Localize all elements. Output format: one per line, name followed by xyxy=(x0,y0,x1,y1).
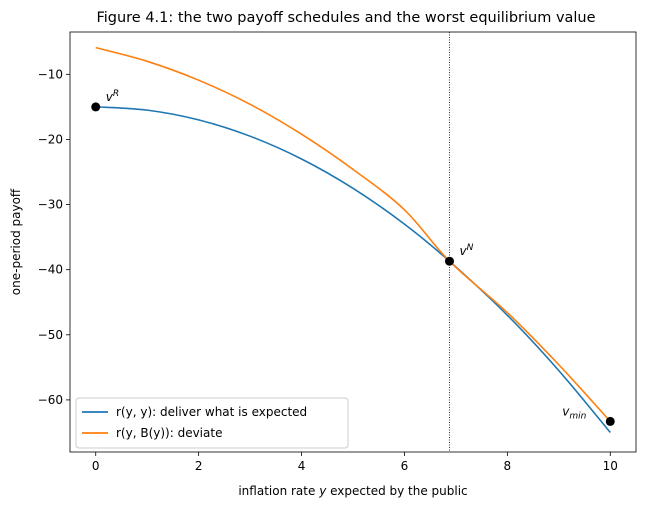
legend: r(y, y): deliver what is expected r(y, B(… xyxy=(75,397,349,449)
point-label: vR xyxy=(106,89,119,104)
plot-area: vR vN vmin xyxy=(91,32,615,452)
y-tick-label: −10 xyxy=(38,67,63,81)
x-tick-label: 6 xyxy=(401,459,409,473)
equilibrium-point xyxy=(605,416,615,426)
equilibrium-point xyxy=(444,256,454,266)
x-tick-label: 10 xyxy=(603,459,618,473)
x-tick-label: 0 xyxy=(92,459,100,473)
point-label: vN xyxy=(459,243,473,258)
y-axis-label: one-period payoff xyxy=(9,188,23,295)
legend-entry: r(y, B(y)): deviate xyxy=(116,426,222,440)
y-tick-label: −50 xyxy=(38,328,63,342)
y-tick-label: −30 xyxy=(38,198,63,212)
x-axis-label: inflation rate y expected by the public xyxy=(238,484,467,498)
x-tick-label: 2 xyxy=(195,459,203,473)
y-tick-label: −60 xyxy=(38,393,63,407)
y-tick-label: −20 xyxy=(38,132,63,146)
series-line-deliver xyxy=(95,106,611,433)
chart-title: Figure 4.1: the two payoff schedules and… xyxy=(96,10,595,26)
equilibrium-point xyxy=(91,102,101,112)
axis-ticks: 0 2 4 6 8 10 −10 −20 −30 −40 −50 −60 xyxy=(38,67,618,473)
legend-box xyxy=(75,397,349,449)
point-label: vmin xyxy=(562,404,586,421)
plot-frame xyxy=(69,31,637,453)
legend-entry: r(y, y): deliver what is expected xyxy=(116,405,307,419)
x-tick-label: 8 xyxy=(504,459,512,473)
series-line-deviate xyxy=(95,46,611,422)
y-tick-label: −40 xyxy=(38,263,63,277)
x-tick-label: 4 xyxy=(298,459,306,473)
